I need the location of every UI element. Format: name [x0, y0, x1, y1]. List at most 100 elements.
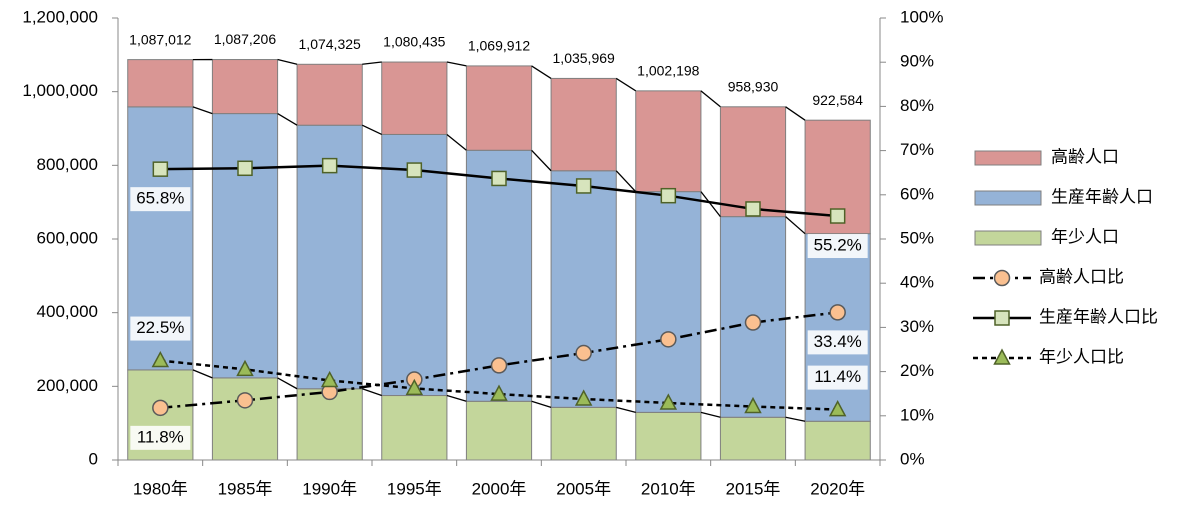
x-tick-label: 1980年	[133, 479, 188, 498]
marker	[828, 400, 847, 417]
series-connector	[700, 191, 721, 218]
marker	[236, 359, 254, 377]
value-label-box	[807, 365, 868, 390]
value-label-box	[130, 316, 191, 341]
bar-segment	[804, 420, 871, 461]
series-connector	[277, 113, 298, 126]
value-label: 55.2%	[814, 236, 862, 255]
total-label: 958,930	[728, 78, 779, 94]
marker	[745, 201, 761, 217]
marker	[993, 348, 1011, 365]
legend-label: 年少人口	[1051, 227, 1119, 246]
marker	[151, 350, 170, 368]
bar-segment	[381, 61, 448, 135]
total-label: 1,087,206	[214, 31, 276, 47]
total-label: 1,002,198	[637, 63, 699, 79]
bar-segment	[296, 63, 363, 126]
marker	[659, 393, 678, 410]
series-connector	[446, 394, 467, 402]
y-tick-label: 600,000	[37, 228, 98, 247]
y2-tick-label: 20%	[900, 361, 934, 380]
series-connector	[192, 369, 213, 379]
legend-item: 年少人口	[974, 227, 1119, 246]
legend-label: 高齢人口比	[1039, 267, 1124, 286]
series-connector	[531, 400, 552, 408]
legend-item: 高齢人口比	[973, 267, 1124, 286]
y-tick-label: 800,000	[37, 155, 98, 174]
legend-item: 高齢人口	[974, 147, 1119, 166]
x-tick-label: 1990年	[302, 479, 357, 498]
marker	[152, 399, 169, 417]
marker	[405, 378, 424, 396]
legend-item: 生産年齢人口	[974, 187, 1153, 206]
bar-segment	[465, 65, 533, 151]
value-label: 11.4%	[814, 367, 861, 386]
series-connector	[446, 133, 467, 151]
bar-segment	[804, 233, 871, 422]
y-tick-label: 1,200,000	[22, 7, 98, 26]
series-connector	[615, 77, 637, 92]
bar-segment	[381, 133, 448, 397]
series-connector	[531, 149, 552, 172]
series-connector	[362, 388, 382, 397]
marker	[490, 357, 508, 374]
y2-tick-label: 80%	[900, 96, 934, 115]
marker	[744, 396, 762, 414]
marker	[236, 392, 254, 409]
y2-tick-label: 70%	[900, 140, 934, 159]
bar-segment	[635, 191, 702, 413]
x-tick-label: 1995年	[387, 479, 442, 498]
value-label: 11.8%	[137, 427, 184, 446]
value-label: 33.4%	[814, 332, 862, 351]
bar-segment	[550, 77, 617, 172]
legend-item: 生産年齢人口比	[973, 307, 1158, 326]
bar-segment	[211, 113, 279, 379]
legend-label: 生産年齢人口比	[1039, 307, 1158, 326]
marker	[829, 304, 846, 321]
value-label: 65.8%	[136, 189, 184, 208]
series-connector	[700, 411, 721, 418]
series-connector	[785, 216, 806, 235]
y-tick-label: 400,000	[37, 302, 98, 321]
total-label: 922,584	[812, 92, 863, 108]
y2-tick-label: 10%	[900, 405, 934, 424]
series-connector	[446, 61, 467, 67]
marker	[321, 157, 338, 174]
y2-tick-label: 90%	[900, 52, 934, 71]
series-connector	[531, 65, 552, 79]
bar-segment	[550, 406, 617, 461]
series-connector	[616, 406, 636, 414]
y-tick-label: 200,000	[37, 376, 98, 395]
bar-segment	[719, 416, 787, 461]
bar-segment	[211, 377, 279, 461]
value-label-box	[807, 330, 868, 355]
total-label: 1,074,325	[299, 36, 361, 52]
legend-label: 年少人口比	[1039, 347, 1124, 366]
y2-tick-label: 30%	[900, 317, 934, 336]
y-tick-label: 1,000,000	[22, 81, 98, 100]
marker	[660, 331, 677, 348]
bar-segment	[381, 395, 448, 461]
marker	[152, 161, 169, 177]
marker	[320, 370, 339, 388]
value-label: 22.5%	[136, 318, 184, 337]
x-tick-label: 2020年	[810, 479, 865, 498]
marker	[574, 389, 593, 406]
bar-segment	[127, 59, 194, 108]
series-connector	[277, 377, 298, 390]
total-label: 1,035,969	[553, 50, 615, 66]
bar-segment	[719, 106, 787, 218]
marker	[237, 160, 253, 177]
x-tick-label: 1985年	[218, 479, 273, 498]
value-label-box	[130, 425, 191, 450]
marker	[829, 208, 846, 224]
total-label: 1,080,435	[383, 34, 445, 50]
x-tick-label: 2015年	[726, 479, 781, 498]
bar-segment	[635, 90, 702, 193]
total-label: 1,069,912	[468, 38, 530, 54]
marker	[491, 170, 507, 187]
x-tick-label: 2010年	[641, 479, 696, 498]
marker	[660, 187, 677, 204]
series-connector	[700, 90, 721, 108]
